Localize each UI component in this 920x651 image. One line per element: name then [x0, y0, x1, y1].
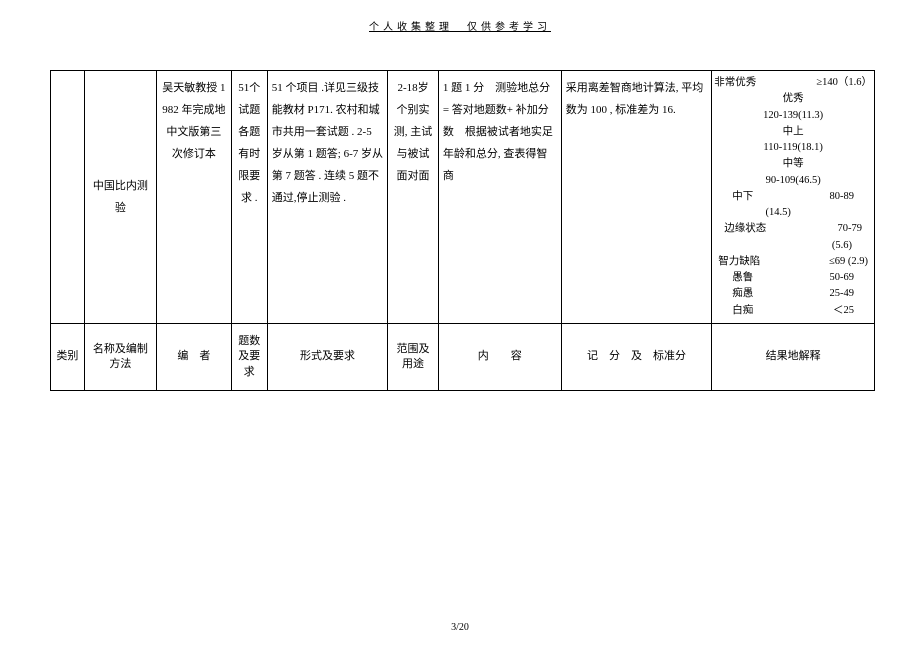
iq-label: 边缘状态: [724, 221, 766, 237]
iq-value: 70-79: [838, 221, 863, 237]
iq-label: 中等: [783, 158, 804, 169]
cell-format: 51 个项目 .详见三级技能教材 P171. 农村和城市共用一套试题 . 2-5…: [267, 71, 387, 324]
table-container: 中国比内测 验 吴天敏教授 1982 年完成地中文版第三次修订本 51个试题 各…: [50, 70, 875, 391]
page-number: 3/20: [0, 622, 920, 633]
iq-value: 120-139(11.3): [763, 110, 823, 121]
hdr-count: 题数及要求: [231, 323, 267, 390]
hdr-author: 编 者: [156, 323, 231, 390]
page-header: 个人收集整理 仅供参考学习: [0, 0, 920, 33]
cell-author: 吴天敏教授 1982 年完成地中文版第三次修订本: [156, 71, 231, 324]
cell-scoring: 采用离差智商地计算法, 平均数为 100 , 标准差为 16.: [561, 71, 712, 324]
cell-range: 2-18岁 个别实测, 主试与被试面对面: [388, 71, 439, 324]
iq-value: 90-109(46.5): [766, 175, 821, 186]
hdr-range: 范围及用途: [388, 323, 439, 390]
iq-value: (5.6): [832, 240, 852, 251]
main-table: 中国比内测 验 吴天敏教授 1982 年完成地中文版第三次修订本 51个试题 各…: [50, 70, 875, 391]
hdr-interpretation: 结果地解释: [712, 323, 875, 390]
iq-label: 非常优秀: [714, 75, 756, 91]
header-row: 类别 名称及编制方法 编 者 题数及要求 形式及要求 范围及用途 内 容 记 分…: [51, 323, 875, 390]
iq-value: ＜25: [833, 303, 854, 319]
iq-label: 痴愚: [732, 286, 753, 302]
data-row: 中国比内测 验 吴天敏教授 1982 年完成地中文版第三次修订本 51个试题 各…: [51, 71, 875, 324]
iq-value: ≥140（1.6）: [816, 75, 872, 91]
iq-label: 愚鲁: [732, 270, 753, 286]
iq-label: 中上: [783, 126, 804, 137]
iq-label: 智力缺陷: [718, 254, 760, 270]
iq-label: 中下: [732, 189, 753, 205]
iq-label: 白痴: [732, 303, 753, 319]
cell-category: [51, 71, 85, 324]
iq-value: 25-49: [830, 286, 855, 302]
hdr-name: 名称及编制方法: [84, 323, 156, 390]
iq-value: ≤69 (2.9): [829, 254, 868, 270]
cell-name: 中国比内测 验: [84, 71, 156, 324]
iq-value: 50-69: [830, 270, 855, 286]
hdr-scoring: 记 分 及 标准分: [561, 323, 712, 390]
cell-count: 51个试题 各题有时限要求 .: [231, 71, 267, 324]
iq-value: 110-119(18.1): [763, 142, 823, 153]
hdr-content: 内 容: [438, 323, 561, 390]
cell-interpretation: 非常优秀 ≥140（1.6） 优秀 120-139(11.3) 中上 110-11…: [712, 71, 875, 324]
iq-value: 80-89: [830, 189, 855, 205]
iq-value: (14.5): [765, 207, 790, 218]
hdr-category: 类别: [51, 323, 85, 390]
cell-content: 1 题 1 分 测验地总分 = 答对地题数+ 补加分数 根据被试者地实足年龄和总…: [438, 71, 561, 324]
iq-label: 优秀: [783, 93, 804, 104]
hdr-format: 形式及要求: [267, 323, 387, 390]
